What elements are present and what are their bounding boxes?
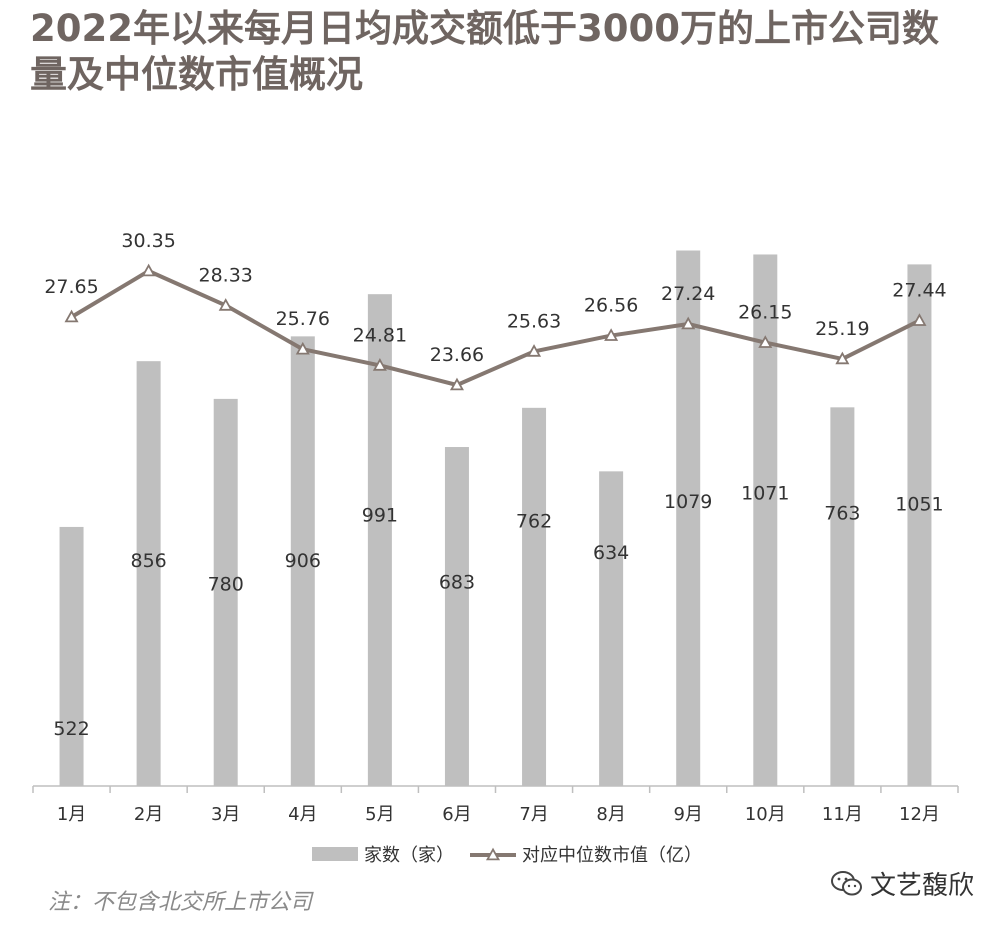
x-axis-ticks [32, 786, 959, 793]
footnote: 注：不包含北交所上市公司 [48, 890, 313, 915]
line-marker-9月 [681, 316, 696, 330]
line-marker-11月 [835, 351, 850, 365]
line-marker-1月 [64, 309, 79, 323]
line-marker-7月 [527, 344, 542, 357]
x-axis-labels: 1月 2月 3月 4月 5月 6月 7月 8月 9月 10月 11月 12月 [57, 804, 940, 825]
x-tick-label-8月: 8月 [596, 804, 625, 825]
bar-label-6月: 683 [439, 572, 475, 594]
bar-label-7月: 762 [516, 510, 552, 532]
bar-9月 [676, 250, 701, 787]
chart-title: 2022年以来每月日均成交额低于3000万的上市公司数量及中位数市值概况 [30, 7, 939, 96]
line-marker-8月 [604, 328, 619, 341]
bar-label-11月: 763 [824, 502, 860, 524]
x-tick-label-3月: 3月 [211, 804, 240, 825]
line-label-1月: 27.65 [44, 276, 98, 298]
line-marker-12月 [912, 313, 927, 326]
x-tick-label-10月: 10月 [745, 804, 786, 825]
bar-6月 [444, 447, 469, 786]
line-marker-10月 [758, 335, 773, 348]
bar-label-2月: 856 [130, 550, 166, 572]
line-marker-5月 [372, 358, 387, 371]
line-label-3月: 28.33 [199, 264, 253, 286]
legend-line-marker [485, 847, 501, 861]
bar-8月 [599, 471, 624, 786]
bar-label-8月: 634 [593, 542, 629, 564]
median-market-value-line [70, 269, 921, 387]
x-tick-label-12月: 12月 [899, 804, 940, 825]
line-markers [64, 263, 927, 391]
bar-7月 [522, 407, 547, 786]
x-tick-label-6月: 6月 [442, 804, 471, 825]
bar-1月 [59, 526, 84, 786]
line-marker-4月 [295, 341, 310, 355]
bar-series [59, 250, 932, 787]
bar-label-5月: 991 [362, 504, 398, 526]
wechat-icon [831, 870, 862, 895]
bar-3月 [213, 398, 238, 786]
bar-5月 [367, 294, 392, 786]
x-tick-label-2月: 2月 [134, 804, 163, 825]
x-tick-label-11月: 11月 [822, 804, 863, 825]
line-marker-3月 [218, 298, 233, 311]
watermark-text: 文艺馥欣 [870, 871, 975, 901]
bar-2月 [136, 361, 161, 786]
legend-bar-label: 家数（家） [364, 845, 454, 866]
bar-label-1月: 522 [53, 718, 89, 740]
legend-line-label: 对应中位数市值（亿） [522, 845, 702, 866]
x-tick-label-7月: 7月 [519, 804, 548, 825]
line-label-2月: 30.35 [121, 230, 175, 252]
bar-label-4月: 906 [285, 550, 321, 572]
bar-11月 [830, 407, 855, 786]
line-label-4月: 25.76 [276, 308, 330, 330]
watermark: 文艺馥欣 [830, 865, 974, 902]
line-label-12月: 27.44 [892, 280, 946, 302]
line-label-6月: 23.66 [430, 344, 484, 366]
bar-label-9月: 1079 [664, 491, 712, 513]
line-label-5月: 24.81 [353, 324, 407, 346]
x-tick-label-9月: 9月 [673, 804, 702, 825]
legend: 家数（家） 对应中位数市值（亿） [312, 845, 702, 866]
bar-4月 [290, 336, 315, 786]
bar-10月 [753, 254, 778, 786]
line-data-labels: 27.65 30.35 28.33 25.76 24.81 23.66 25.63 26.56… [44, 230, 946, 366]
line-marker-6月 [449, 377, 464, 391]
x-tick-label-1月: 1月 [57, 804, 86, 825]
line-label-9月: 27.24 [661, 283, 715, 305]
bar-label-12月: 1051 [895, 493, 943, 515]
x-tick-label-5月: 5月 [365, 804, 394, 825]
bar-label-10月: 1071 [741, 483, 789, 505]
line-label-7月: 25.63 [507, 310, 561, 332]
line-label-10月: 26.15 [738, 302, 792, 324]
line-label-11月: 25.19 [815, 318, 869, 340]
line-label-8月: 26.56 [584, 295, 638, 317]
bar-label-3月: 780 [208, 574, 244, 596]
x-tick-label-4月: 4月 [288, 804, 317, 825]
bar-data-labels: 522 856 780 906 991 683 762 634 1079 1071 763 1051 [53, 483, 943, 740]
line-marker-2月 [141, 263, 156, 277]
bar-12月 [907, 264, 932, 786]
legend-bar-swatch [312, 847, 358, 861]
